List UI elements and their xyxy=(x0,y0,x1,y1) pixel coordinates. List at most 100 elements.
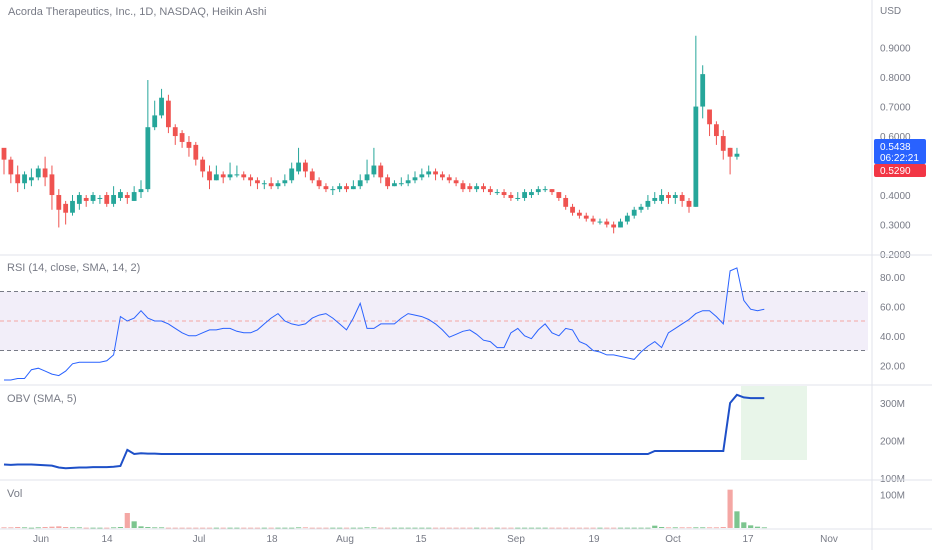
volume-bar xyxy=(645,527,651,529)
volume-bar xyxy=(337,527,343,529)
candle-body xyxy=(29,177,34,181)
candle-body xyxy=(227,174,233,178)
candle-body xyxy=(303,162,308,172)
candle-body xyxy=(268,183,274,187)
volume-bar xyxy=(330,527,336,529)
candle-body xyxy=(111,195,116,204)
volume-bar xyxy=(364,527,370,529)
price-tick-label: 0.7000 xyxy=(880,103,911,114)
price-tick-label: 0.6000 xyxy=(880,132,911,143)
candle-body xyxy=(618,221,623,228)
candle-body xyxy=(604,221,610,225)
candle-body xyxy=(248,177,253,181)
candle-body xyxy=(631,209,637,216)
volume-bar xyxy=(357,527,363,529)
candle-body xyxy=(97,197,103,199)
prev-close-value: 0.5290 xyxy=(880,166,911,177)
candle-body xyxy=(611,224,617,228)
candle-body xyxy=(220,174,226,178)
candle-body xyxy=(433,171,438,175)
volume-bar xyxy=(49,526,55,528)
volume-bar xyxy=(693,527,699,529)
volume-bar xyxy=(295,527,302,529)
candle-body xyxy=(501,192,507,196)
volume-bar xyxy=(69,527,76,529)
rsi-tick-label: 40.00 xyxy=(880,332,905,343)
rsi-band xyxy=(0,291,868,351)
candle-body xyxy=(70,200,75,213)
volume-bar xyxy=(83,527,89,529)
volume-bar xyxy=(220,527,226,529)
candlestick-series xyxy=(1,35,740,234)
candle-body xyxy=(63,203,69,213)
vol-pane: Vol 100M xyxy=(0,479,932,529)
candle-body xyxy=(460,183,466,190)
volume-bar xyxy=(638,527,644,529)
candle-body xyxy=(549,189,555,193)
candle-body xyxy=(309,171,315,181)
volume-bar xyxy=(172,527,178,529)
volume-bar xyxy=(193,527,199,529)
price-tick-label: 0.3000 xyxy=(880,221,911,232)
candle-body xyxy=(440,174,445,178)
volume-bar xyxy=(741,522,747,528)
candle-body xyxy=(453,180,459,184)
obv-tick-label: 300M xyxy=(880,399,905,410)
volume-bar xyxy=(200,527,206,529)
volume-bar xyxy=(583,527,589,529)
vol-title: Vol xyxy=(7,488,22,500)
volume-bar xyxy=(474,527,480,529)
time-tick-label: Sep xyxy=(507,534,525,545)
candle-body xyxy=(282,180,288,184)
candle-body xyxy=(159,97,164,116)
volume-bar xyxy=(467,527,473,529)
rsi-tick-label: 80.00 xyxy=(880,273,905,284)
volume-bar xyxy=(652,525,658,528)
candle-body xyxy=(467,186,473,190)
volume-bar xyxy=(131,521,137,528)
time-tick-label: 19 xyxy=(588,534,600,545)
volume-bar xyxy=(282,527,288,529)
candle-body xyxy=(529,192,534,196)
candle-body xyxy=(720,136,726,151)
candle-body xyxy=(700,74,706,107)
candle-body xyxy=(186,141,192,148)
price-tick-label: 0.8000 xyxy=(880,73,911,84)
candle-body xyxy=(405,180,411,184)
bar-countdown: 06:22:21 xyxy=(880,153,919,164)
candle-body xyxy=(207,171,212,181)
volume-bar xyxy=(117,527,124,528)
candle-body xyxy=(412,177,418,181)
volume-bar xyxy=(28,527,34,529)
candle-body xyxy=(234,174,240,176)
volume-bar xyxy=(631,527,637,529)
candle-body xyxy=(289,168,295,181)
volume-bar xyxy=(569,527,576,529)
volume-bar xyxy=(590,527,596,529)
rsi-y-axis: 80.00 60.00 40.00 20.00 xyxy=(880,273,905,373)
volume-bar xyxy=(611,527,617,529)
candle-body xyxy=(419,174,425,178)
volume-bar xyxy=(556,527,562,529)
volume-bar xyxy=(261,527,267,529)
price-tick-label: 0.9000 xyxy=(880,44,911,55)
candle-body xyxy=(152,115,158,128)
volume-bar xyxy=(56,526,62,528)
volume-bar xyxy=(432,527,439,529)
volume-bar xyxy=(1,527,7,529)
time-tick-label: 15 xyxy=(415,534,427,545)
currency-label: USD xyxy=(880,6,901,17)
candle-body xyxy=(508,195,514,198)
volume-bar xyxy=(720,527,726,528)
rsi-pane: RSI (14, close, SMA, 14, 2) 80.00 60.00 40… xyxy=(0,254,932,381)
volume-bar xyxy=(748,525,754,528)
candle-body xyxy=(535,189,541,193)
volume-bar xyxy=(617,527,624,529)
volume-bar xyxy=(213,527,219,529)
volume-bar xyxy=(302,527,308,529)
candle-body xyxy=(714,124,719,137)
candle-body xyxy=(22,174,27,184)
volume-bar xyxy=(727,489,733,528)
volume-bar xyxy=(412,527,418,529)
